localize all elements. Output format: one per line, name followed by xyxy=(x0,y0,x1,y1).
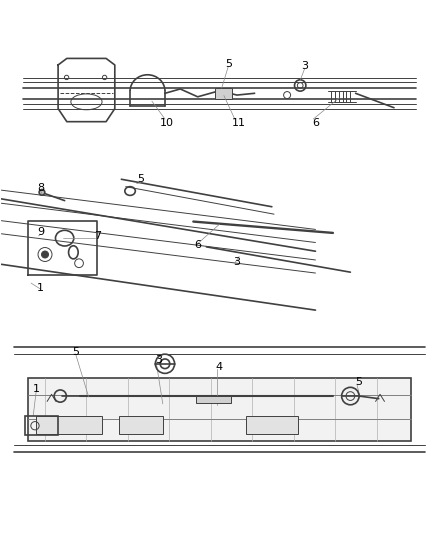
Text: 5: 5 xyxy=(355,377,362,387)
Text: 6: 6 xyxy=(194,240,201,249)
Text: 11: 11 xyxy=(232,118,246,127)
Bar xyxy=(245,416,297,434)
Ellipse shape xyxy=(39,190,45,195)
Bar xyxy=(36,416,102,434)
Text: 10: 10 xyxy=(160,118,174,127)
Bar xyxy=(195,395,231,403)
Text: 3: 3 xyxy=(233,257,240,267)
Bar xyxy=(215,88,231,99)
Text: 5: 5 xyxy=(224,59,231,69)
Text: 7: 7 xyxy=(94,231,101,241)
Text: 3: 3 xyxy=(300,61,307,71)
Text: 8: 8 xyxy=(37,183,44,193)
Bar xyxy=(119,416,162,434)
Text: 5: 5 xyxy=(137,174,144,184)
Text: 6: 6 xyxy=(311,118,318,127)
Text: 1: 1 xyxy=(33,384,40,394)
Text: 5: 5 xyxy=(72,346,79,357)
Text: 9: 9 xyxy=(37,227,44,237)
Bar xyxy=(25,416,58,435)
Ellipse shape xyxy=(42,251,48,258)
Polygon shape xyxy=(28,378,410,441)
Text: 3: 3 xyxy=(155,356,162,365)
Text: 1: 1 xyxy=(37,284,44,293)
Text: 4: 4 xyxy=(215,362,223,372)
